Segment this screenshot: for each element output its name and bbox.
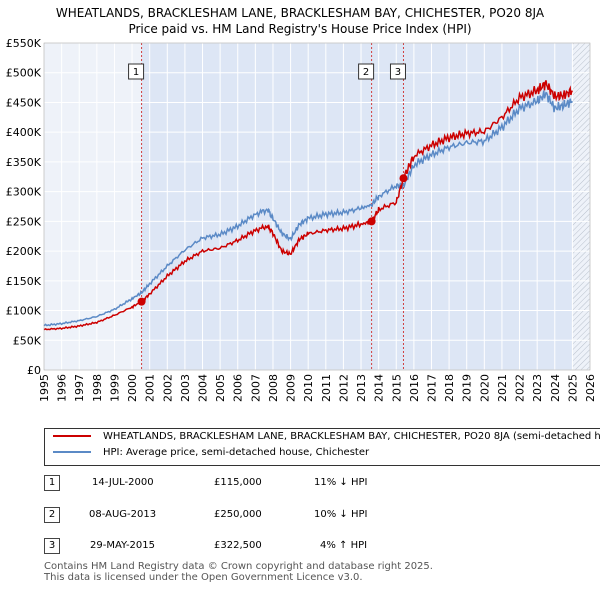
x-tick-label: 2003 bbox=[179, 374, 192, 402]
x-tick-label: 2009 bbox=[285, 374, 298, 402]
sale-hpi-relation: 4% ↑ HPI bbox=[320, 540, 368, 551]
sale-number-badge: 2 bbox=[44, 507, 60, 523]
x-tick-label: 2005 bbox=[214, 374, 227, 402]
legend-swatch-property bbox=[53, 435, 91, 437]
y-tick-label: £200K bbox=[6, 245, 42, 258]
x-tick-label: 1995 bbox=[38, 374, 51, 402]
x-tick-label: 1997 bbox=[73, 374, 86, 402]
chart-title-line1: WHEATLANDS, BRACKLESHAM LANE, BRACKLESHA… bbox=[55, 6, 545, 20]
x-tick-label: 2018 bbox=[443, 374, 456, 402]
sale-price: £322,500 bbox=[214, 540, 262, 551]
x-tick-label: 2002 bbox=[161, 374, 174, 402]
x-tick-label: 2019 bbox=[461, 374, 474, 402]
legend-item-property: WHEATLANDS, BRACKLESHAM LANE, BRACKLESHA… bbox=[53, 431, 600, 447]
sale-date: 29-MAY-2015 bbox=[90, 540, 156, 551]
y-tick-label: £100K bbox=[6, 305, 42, 318]
y-tick-label: £0 bbox=[27, 364, 41, 377]
x-tick-label: 2010 bbox=[302, 374, 315, 402]
x-tick-label: 2000 bbox=[126, 374, 139, 402]
legend: WHEATLANDS, BRACKLESHAM LANE, BRACKLESHA… bbox=[44, 428, 600, 466]
x-tick-label: 2015 bbox=[390, 374, 403, 402]
y-tick-label: £300K bbox=[6, 186, 42, 199]
y-tick-label: £550K bbox=[6, 37, 42, 50]
x-tick-label: 2008 bbox=[267, 374, 280, 402]
footer-licence: This data is licensed under the Open Gov… bbox=[44, 572, 363, 583]
x-tick-label: 2014 bbox=[373, 374, 386, 402]
x-tick-label: 2006 bbox=[232, 374, 245, 402]
x-tick-label: 2020 bbox=[478, 374, 491, 402]
x-tick-label: 2023 bbox=[531, 374, 544, 402]
sale-hpi-relation: 10% ↓ HPI bbox=[314, 509, 368, 520]
y-tick-label: £250K bbox=[6, 215, 42, 228]
sale-number-badge: 3 bbox=[44, 538, 60, 554]
x-tick-label: 2011 bbox=[320, 374, 333, 402]
sale-hpi-relation: 11% ↓ HPI bbox=[314, 477, 368, 488]
future-hatched-region bbox=[572, 43, 590, 370]
x-tick-label: 2021 bbox=[496, 374, 509, 402]
x-tick-label: 2013 bbox=[355, 374, 368, 402]
sale-marker-box bbox=[128, 63, 145, 80]
x-tick-label: 2025 bbox=[566, 374, 579, 402]
sale-point-2 bbox=[367, 217, 376, 226]
sale-number-badge: 1 bbox=[44, 475, 60, 491]
chart-title-line2: Price paid vs. HM Land Registry's House … bbox=[128, 22, 472, 36]
legend-label-property: WHEATLANDS, BRACKLESHAM LANE, BRACKLESHA… bbox=[103, 431, 600, 442]
y-tick-label: £450K bbox=[6, 96, 42, 109]
sale-marker-label: 1 bbox=[133, 67, 139, 78]
sale-marker-label: 3 bbox=[395, 67, 401, 78]
y-tick-label: £150K bbox=[6, 275, 42, 288]
sale-point-1 bbox=[137, 297, 146, 306]
sale-marker-box bbox=[358, 63, 375, 80]
hpi-line bbox=[43, 90, 574, 327]
x-tick-label: 2016 bbox=[408, 374, 421, 402]
y-tick-label: £500K bbox=[6, 67, 42, 80]
x-tick-label: 2007 bbox=[249, 374, 262, 402]
x-tick-label: 2024 bbox=[549, 374, 562, 402]
legend-label-hpi: HPI: Average price, semi-detached house,… bbox=[103, 447, 370, 458]
legend-item-hpi: HPI: Average price, semi-detached house,… bbox=[53, 447, 369, 463]
x-tick-label: 2004 bbox=[197, 374, 210, 402]
y-tick-label: £400K bbox=[6, 126, 42, 139]
sale-date: 08-AUG-2013 bbox=[89, 509, 157, 520]
sale-marker-label: 2 bbox=[363, 67, 369, 78]
legend-swatch-hpi bbox=[53, 451, 91, 453]
y-tick-label: £350K bbox=[6, 156, 42, 169]
x-tick-label: 1998 bbox=[91, 374, 104, 402]
x-tick-label: 1999 bbox=[108, 374, 121, 402]
price-chart: £0 £50K £100K £150K £200K £250K £300K £350K £400… bbox=[6, 37, 597, 402]
x-tick-label: 2001 bbox=[144, 374, 157, 402]
sale-date: 14-JUL-2000 bbox=[92, 477, 154, 488]
x-tick-label: 1996 bbox=[56, 374, 69, 402]
footer-copyright: Contains HM Land Registry data © Crown c… bbox=[44, 561, 433, 572]
x-tick-label: 2017 bbox=[425, 374, 438, 402]
sale-price: £250,000 bbox=[214, 509, 262, 520]
x-tick-label: 2026 bbox=[584, 374, 597, 402]
shaded-ownership-region bbox=[141, 43, 573, 370]
sale-price: £115,000 bbox=[214, 477, 262, 488]
plot-border bbox=[43, 42, 591, 371]
y-tick-label: £50K bbox=[13, 334, 42, 347]
x-tick-label: 2022 bbox=[514, 374, 527, 402]
sale-point-3 bbox=[399, 174, 408, 183]
x-tick-label: 2012 bbox=[337, 374, 350, 402]
sale-marker-box bbox=[389, 63, 406, 80]
